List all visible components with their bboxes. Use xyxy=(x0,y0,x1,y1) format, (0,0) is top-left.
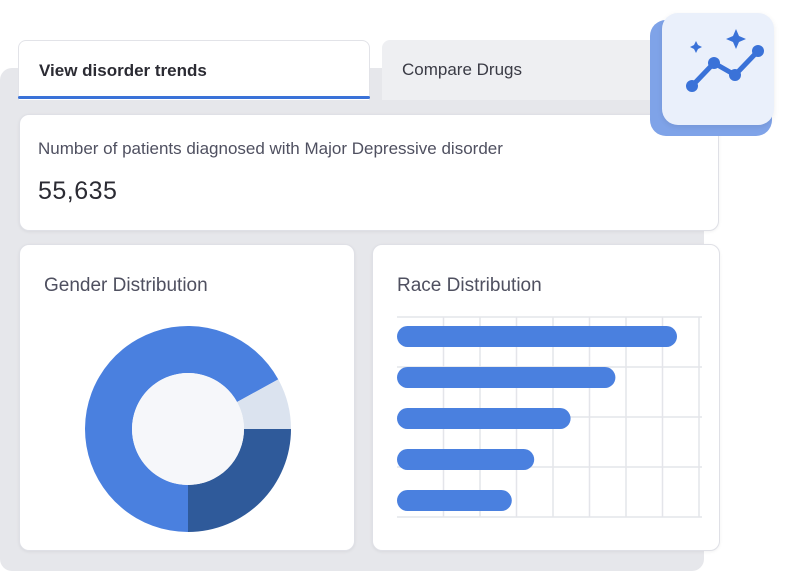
active-tab-indicator xyxy=(18,96,370,99)
race-bar-chart xyxy=(397,316,702,518)
race-bar xyxy=(397,490,512,511)
gender-distribution-title: Gender Distribution xyxy=(44,275,208,296)
trend-sparkle-icon xyxy=(686,29,764,92)
trend-badge xyxy=(662,13,774,125)
patient-count-label: Number of patients diagnosed with Major … xyxy=(38,139,503,158)
tab-label: Compare Drugs xyxy=(402,60,522,79)
patient-count-value: 55,635 xyxy=(38,177,118,205)
race-distribution-title: Race Distribution xyxy=(397,275,542,296)
race-distribution-card: Race Distribution xyxy=(372,244,720,551)
race-bar xyxy=(397,449,535,470)
gender-donut-chart xyxy=(85,326,291,532)
tab-compare-drugs[interactable]: Compare Drugs xyxy=(382,40,672,100)
race-bar xyxy=(397,408,571,429)
tab-view-disorder-trends[interactable]: View disorder trends xyxy=(18,40,370,100)
race-bar xyxy=(397,326,677,347)
race-bar xyxy=(397,367,616,388)
patient-count-card: Number of patients diagnosed with Major … xyxy=(19,114,719,231)
donut-slice xyxy=(237,379,291,429)
donut-hole xyxy=(132,373,244,485)
tab-label: View disorder trends xyxy=(39,60,207,80)
donut-slice xyxy=(85,326,279,532)
gender-distribution-card: Gender Distribution xyxy=(19,244,355,551)
donut-slice xyxy=(188,429,291,532)
